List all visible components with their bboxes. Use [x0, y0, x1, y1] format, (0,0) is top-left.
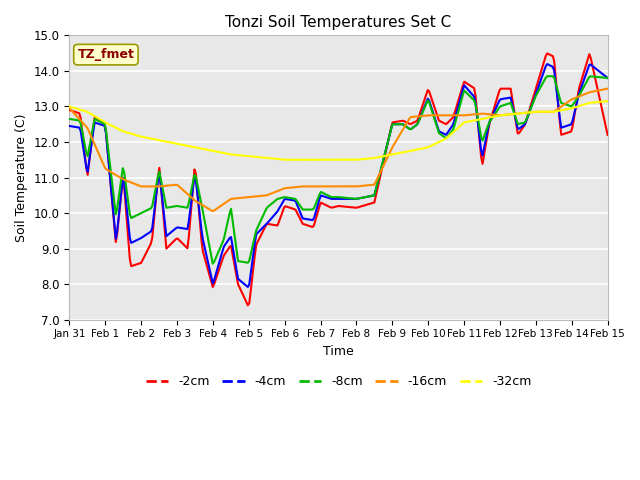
- Y-axis label: Soil Temperature (C): Soil Temperature (C): [15, 113, 28, 242]
- Legend: -2cm, -4cm, -8cm, -16cm, -32cm: -2cm, -4cm, -8cm, -16cm, -32cm: [141, 370, 536, 393]
- X-axis label: Time: Time: [323, 345, 354, 358]
- Title: Tonzi Soil Temperatures Set C: Tonzi Soil Temperatures Set C: [225, 15, 452, 30]
- Text: TZ_fmet: TZ_fmet: [77, 48, 134, 61]
